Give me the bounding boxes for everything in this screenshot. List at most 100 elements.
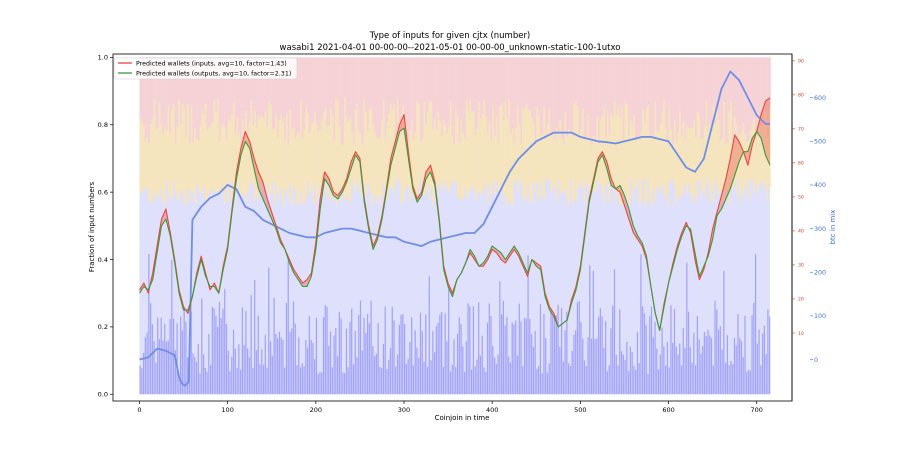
- yellow-band-bar: [187, 103, 189, 188]
- pink-band-bar: [384, 57, 387, 139]
- blue-bar: [626, 341, 628, 395]
- yellow-band-bar: [298, 132, 300, 205]
- pink-band-bar: [680, 57, 683, 136]
- blue-bar: [375, 353, 378, 395]
- yellow-band-bar: [543, 106, 546, 199]
- yellow-band-bar: [617, 106, 620, 187]
- blue-bar: [419, 312, 422, 395]
- pink-band-bar: [356, 57, 359, 103]
- pink-band-bar: [548, 57, 551, 110]
- blue-bar: [195, 361, 198, 395]
- blue-bar: [647, 373, 649, 395]
- pink-band-bar: [425, 57, 427, 126]
- pink-band-bar: [174, 57, 177, 144]
- blue-bar: [675, 346, 677, 395]
- yellow-band-bar: [672, 144, 674, 181]
- yellow-band-bar: [610, 114, 613, 180]
- yellow-band-bar: [329, 107, 332, 202]
- blue-bar: [730, 360, 732, 395]
- yellow-band-bar: [291, 130, 293, 206]
- pink-band-bar: [724, 57, 727, 144]
- yellow-band-bar: [389, 103, 392, 187]
- pink-band-bar: [606, 57, 609, 111]
- blue-bar: [682, 328, 684, 395]
- pink-band-bar: [199, 57, 202, 126]
- blue-bar: [204, 367, 206, 395]
- yellow-band-bar: [599, 119, 602, 185]
- yellow-band-bar: [493, 134, 496, 194]
- yellow-band-bar: [753, 117, 755, 193]
- pink-band-bar: [359, 57, 362, 134]
- yellow-band-bar: [449, 101, 452, 186]
- outputs-line: [139, 127, 771, 331]
- yellow-band-bar: [640, 131, 643, 201]
- blue-bar: [418, 357, 420, 395]
- pink-band-bar: [490, 57, 493, 142]
- yellow-band-bar: [691, 128, 694, 204]
- blue-bar: [142, 352, 145, 395]
- pink-band-bar: [432, 57, 434, 129]
- blue-bar: [298, 337, 300, 395]
- yellow-band-bar: [365, 111, 367, 197]
- yellow-band-bar: [377, 140, 380, 197]
- pink-band-bar: [643, 57, 646, 123]
- blue-bar: [657, 369, 660, 395]
- pink-band-bar: [322, 57, 325, 112]
- blue-bar: [389, 347, 392, 395]
- pink-band-bar: [710, 57, 713, 133]
- pink-band-bar: [543, 57, 546, 107]
- yellow-band-bar: [469, 98, 472, 193]
- pink-band-bar: [573, 57, 576, 105]
- blue-bar: [255, 350, 258, 395]
- yellow-band-bar: [437, 110, 440, 185]
- blue-bar: [354, 330, 356, 395]
- pink-band-bar: [358, 57, 360, 132]
- yellow-band-bar: [488, 121, 491, 186]
- yellow-band-bar: [557, 135, 560, 182]
- yellow-band-bar: [767, 136, 770, 202]
- pink-band-bar: [719, 57, 722, 141]
- pink-band-bar: [751, 57, 754, 123]
- blue-bar: [560, 307, 563, 395]
- yellow-band-bar: [419, 141, 422, 180]
- yellow-band-bar: [650, 134, 653, 205]
- pink-band-bar: [282, 57, 285, 122]
- yellow-band-bar: [504, 101, 507, 194]
- pink-band-bar: [515, 57, 517, 128]
- pink-band-bar: [478, 57, 480, 103]
- yellow-band-bar: [453, 143, 456, 185]
- blue-bar: [158, 339, 161, 395]
- blue-bar: [693, 332, 695, 395]
- y-tick-label: 1.0: [98, 54, 108, 62]
- yellow-band-bar: [345, 118, 348, 200]
- pink-band-bar: [285, 57, 288, 114]
- pink-band-bar: [737, 57, 740, 144]
- blue-bar: [213, 308, 215, 395]
- x-tick-label: 0: [137, 406, 141, 414]
- pink-band-bar: [368, 57, 371, 110]
- yellow-band-bar: [564, 111, 567, 190]
- pink-band-bar: [361, 57, 364, 145]
- pink-band-bar: [169, 57, 172, 134]
- yellow-band-bar: [463, 138, 466, 189]
- pink-band-bar: [262, 57, 265, 119]
- blue-bar: [744, 315, 746, 395]
- yellow-band-bar: [432, 128, 434, 205]
- blue-bar: [474, 366, 476, 395]
- pink-band-bar: [523, 57, 526, 109]
- yellow-band-bar: [513, 142, 516, 182]
- yellow-band-bar: [689, 126, 692, 193]
- blue-bar: [381, 368, 383, 395]
- pink-band-bar: [502, 57, 505, 121]
- blue-bar: [194, 356, 196, 395]
- blue-bar: [456, 333, 459, 395]
- pink-band-bar: [753, 57, 755, 118]
- blue-bar: [409, 342, 411, 395]
- yellow-band-bar: [324, 107, 327, 180]
- blue-bar: [307, 347, 309, 395]
- blue-bar: [478, 302, 480, 395]
- yellow-band-bar: [626, 104, 628, 202]
- blue-bar: [303, 366, 305, 395]
- yellow-band-bar: [433, 118, 436, 183]
- blue-bar: [712, 365, 714, 395]
